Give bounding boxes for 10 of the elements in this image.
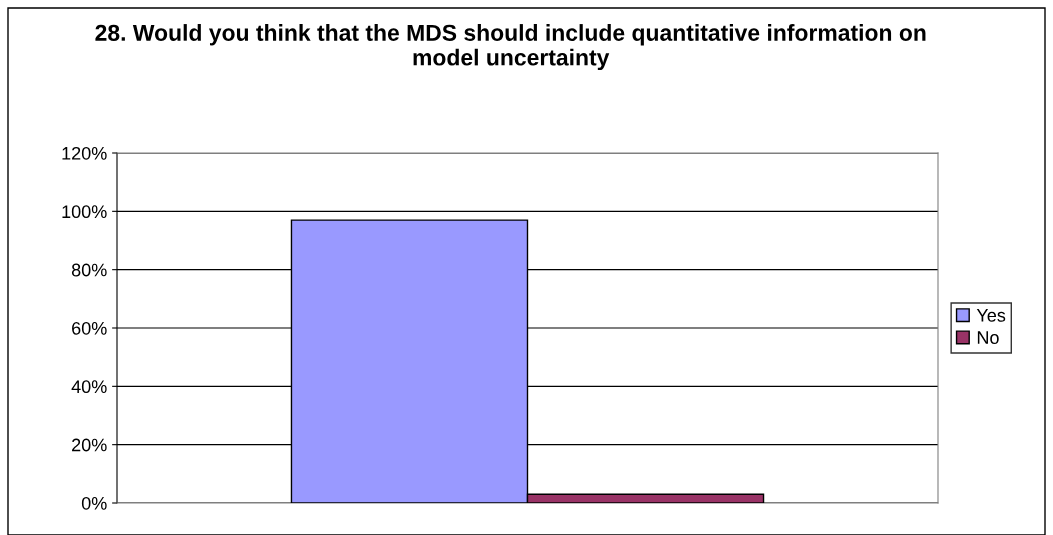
y-tick-label: 0%	[81, 496, 107, 510]
legend-label: Yes	[976, 309, 1006, 322]
chart-title: 28. Would you think that the MDS should include quantitative information on model uncertainty	[95, 24, 926, 71]
y-tick-label: 80%	[71, 263, 107, 277]
y-tick-label: 120%	[62, 146, 107, 160]
legend-label: No	[977, 331, 999, 344]
y-tick-label: 60%	[72, 321, 107, 335]
y-tick-label: 20%	[72, 438, 107, 452]
y-tick-label: 40%	[71, 380, 107, 394]
y-tick-label: 100%	[62, 205, 107, 219]
